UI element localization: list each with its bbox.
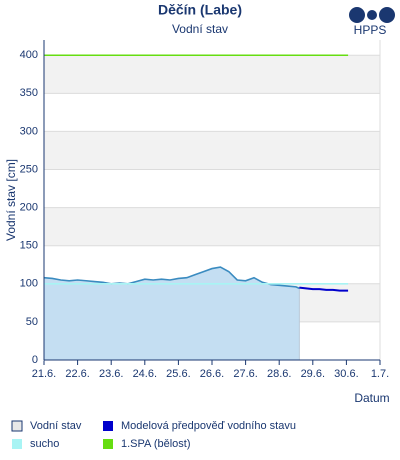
x-tick-label: 26.6. — [200, 368, 224, 380]
grid-band — [44, 207, 380, 246]
x-tick-label: 25.6. — [166, 368, 190, 380]
y-tick-label: 200 — [20, 202, 38, 214]
x-axis-label: Datum — [354, 391, 389, 405]
x-tick-label: 22.6. — [65, 368, 89, 380]
logo-mark — [349, 7, 395, 23]
legend-label: Modelová předpověď vodního stavu — [121, 420, 296, 432]
y-axis-label: Vodní stav [cm] — [4, 159, 18, 241]
legend-swatch — [12, 439, 22, 449]
grid-band — [44, 131, 380, 170]
legend-swatch — [11, 420, 23, 432]
y-tick-label: 50 — [26, 316, 38, 328]
y-tick-label: 250 — [20, 163, 38, 175]
grid-band — [44, 55, 380, 94]
x-tick-label: 27.6. — [233, 368, 257, 380]
x-tick-label: 1.7. — [371, 368, 389, 380]
y-tick-label: 400 — [20, 49, 38, 61]
x-tick-label: 30.6. — [334, 368, 358, 380]
x-tick-label: 28.6. — [267, 368, 291, 380]
x-tick-label: 24.6. — [133, 368, 157, 380]
series-line — [299, 286, 349, 292]
x-tick-label: 23.6. — [99, 368, 123, 380]
legend-label: 1.SPA (bělost) — [121, 438, 191, 450]
x-tick-label: 29.6. — [301, 368, 325, 380]
legend-label: Vodní stav — [30, 420, 82, 432]
y-tick-label: 150 — [20, 240, 38, 252]
x-tick-label: 21.6. — [32, 368, 56, 380]
legend-swatch — [103, 421, 113, 431]
logo-text: HPPS — [354, 23, 387, 37]
y-tick-label: 300 — [20, 125, 38, 137]
chart-subtitle: Vodní stav — [172, 22, 228, 36]
legend-swatch — [103, 439, 113, 449]
series-line — [43, 266, 300, 290]
y-tick-label: 100 — [20, 278, 38, 290]
y-tick-label: 0 — [32, 354, 38, 366]
chart-title: Děčín (Labe) — [158, 2, 242, 18]
y-tick-label: 350 — [20, 87, 38, 99]
legend-label: sucho — [30, 438, 59, 450]
